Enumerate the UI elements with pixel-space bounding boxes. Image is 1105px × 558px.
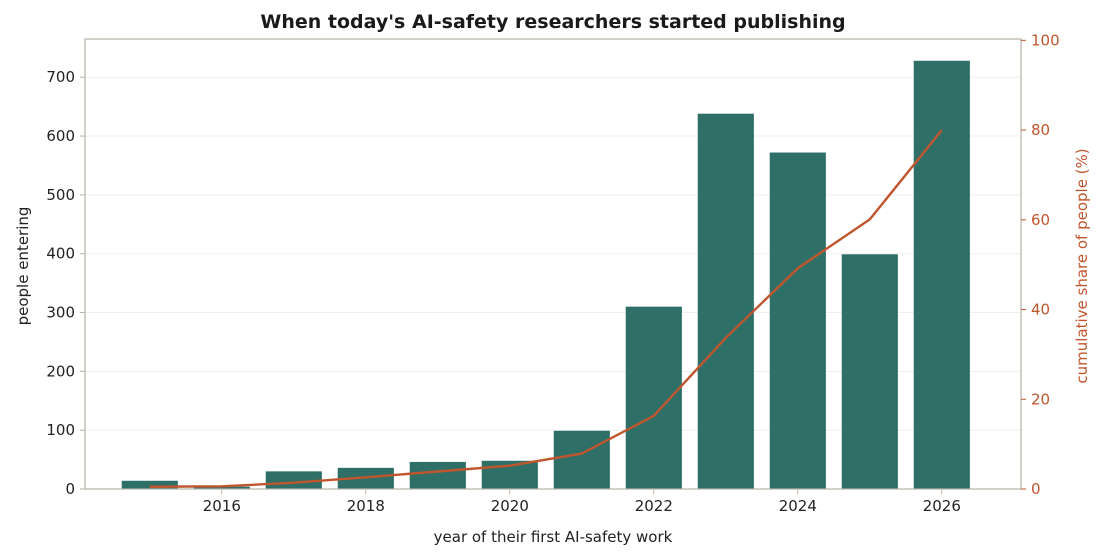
y-tick-label: 100 [46,421,75,439]
y-tick-label: 0 [65,480,75,498]
y-tick-label: 400 [46,245,75,263]
x-tick-label: 2026 [923,497,961,515]
axes [80,38,1026,494]
bar [409,461,466,489]
y-tick-label: 600 [46,127,75,145]
bar [769,152,826,489]
bar [553,430,610,489]
bar [121,480,178,489]
plot-frame [84,38,1022,490]
cumulative-line-series [149,129,943,488]
bar-series [121,60,970,490]
y2-tick-label: 0 [1031,480,1041,498]
y-tick-label: 300 [46,304,75,322]
x-tick-label: 2022 [635,497,673,515]
x-tick-label: 2024 [779,497,817,515]
cumulative-line [149,129,943,488]
x-tick-label: 2016 [203,497,241,515]
y2-tick-label: 60 [1031,211,1050,229]
y2-tick-label: 20 [1031,390,1050,408]
y2-tick-label: 80 [1031,121,1050,139]
y-tick-label: 500 [46,186,75,204]
x-axis-label: year of their first AI-safety work [434,528,673,546]
y-axis-label: people entering [14,207,32,326]
y2-tick-label: 100 [1031,31,1060,49]
bar [841,254,898,489]
y-tick-label: 200 [46,362,75,380]
x-tick-label: 2020 [491,497,529,515]
chart-title: When today's AI-safety researchers start… [260,11,845,33]
y2-tick-label: 40 [1031,301,1050,319]
y-tick-label: 700 [46,68,75,86]
bar [193,486,250,489]
bar [625,306,682,489]
bar [697,113,754,490]
y2-axis-label: cumulative share of people (%) [1073,148,1091,383]
gridlines [85,76,1021,431]
bar [913,60,970,489]
x-tick-label: 2018 [347,497,385,515]
